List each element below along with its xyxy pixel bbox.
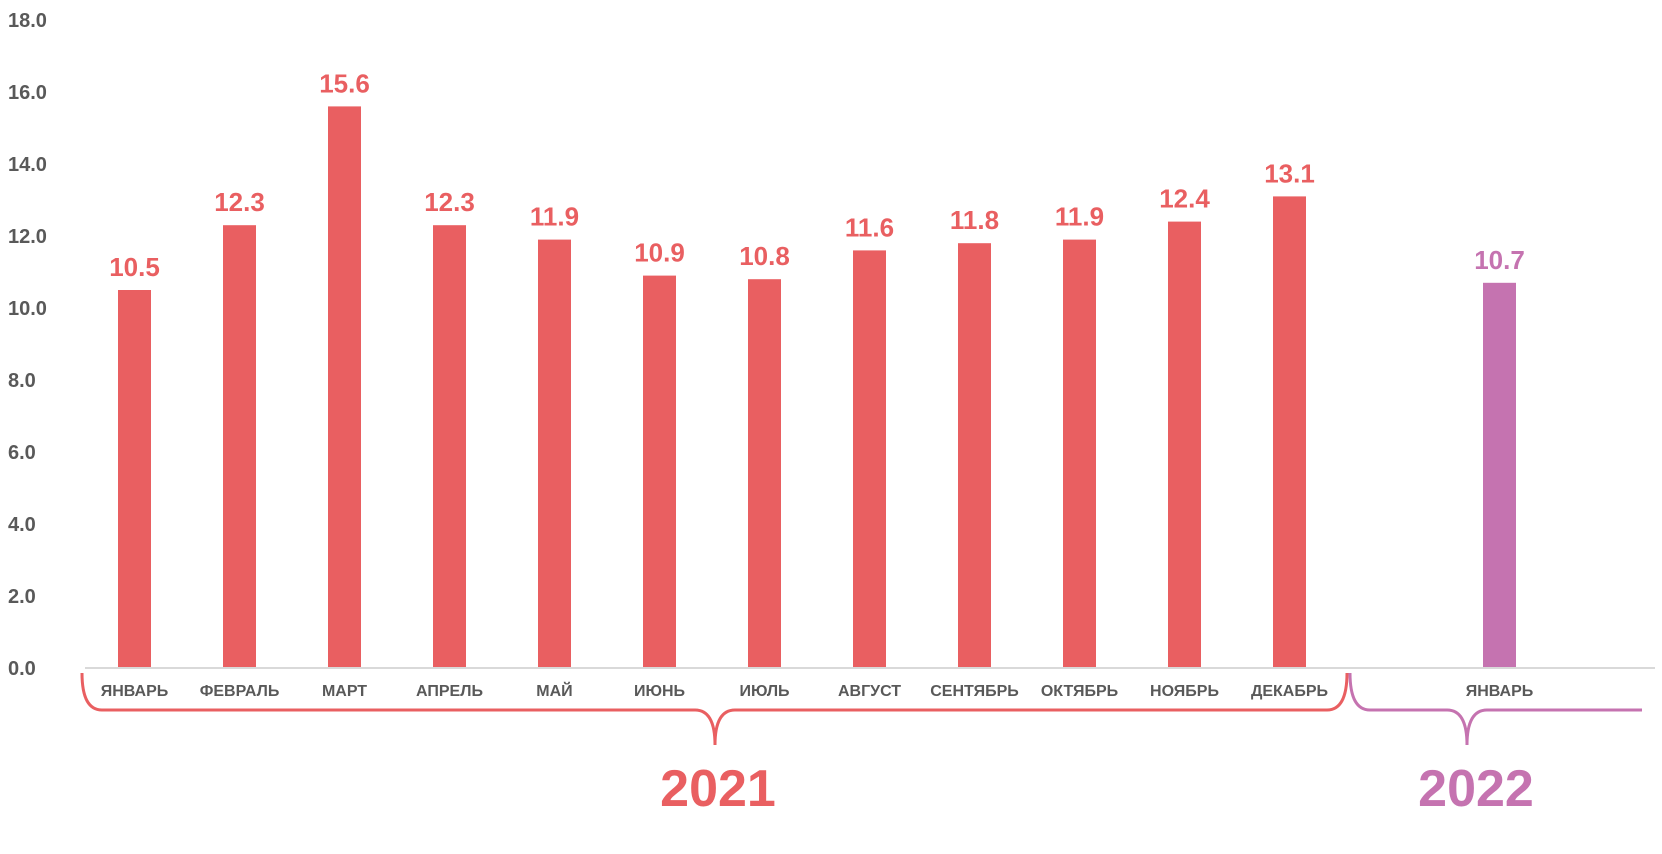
y-axis: 0.0 2.0 4.0 6.0 8.0 10.0 12.0 14.0 16.0 18.0 <box>8 10 47 680</box>
y-tick-label: 12.0 <box>8 226 47 248</box>
bar <box>433 225 466 668</box>
data-label: 10.7 <box>1474 245 1525 275</box>
x-tick-label: НОЯБРЬ <box>1150 683 1219 700</box>
data-label: 10.9 <box>634 238 685 268</box>
year-label: 2021 <box>660 760 776 818</box>
x-tick-label: ОКТЯБРЬ <box>1041 683 1118 700</box>
data-label: 10.5 <box>109 252 160 282</box>
x-tick-label: ФЕВРАЛЬ <box>200 683 280 700</box>
data-label: 13.1 <box>1264 158 1315 188</box>
bar <box>643 275 676 668</box>
x-tick-label: МАРТ <box>322 683 367 700</box>
y-tick-label: 16.0 <box>8 82 47 104</box>
data-label: 12.3 <box>214 187 265 217</box>
y-tick-label: 18.0 <box>8 10 47 32</box>
bar <box>958 243 991 668</box>
bar <box>748 279 781 668</box>
y-tick-label: 2.0 <box>8 586 36 608</box>
data-labels: 10.5 12.3 15.6 12.3 11.9 10.9 10.8 11.6 11.8 11.9… <box>109 68 1525 282</box>
bar <box>223 225 256 668</box>
x-axis: ЯНВАРЬ ФЕВРАЛЬ МАРТ АПРЕЛЬ МАЙ ИЮНЬ ИЮЛЬ АВГУСТ… <box>101 681 1534 700</box>
year-groups: 2021 2022 <box>80 672 1642 818</box>
bar <box>853 250 886 668</box>
x-tick-label: МАЙ <box>536 681 572 700</box>
bar <box>328 106 361 668</box>
data-label: 11.6 <box>845 212 894 242</box>
bar <box>1273 196 1306 668</box>
y-tick-label: 0.0 <box>8 658 36 680</box>
x-tick-label: ЯНВАРЬ <box>101 683 169 700</box>
y-tick-label: 4.0 <box>8 514 36 536</box>
data-label: 11.9 <box>530 202 579 232</box>
x-tick-label: АПРЕЛЬ <box>416 683 483 700</box>
x-tick-label: ИЮЛЬ <box>739 683 789 700</box>
data-label: 15.6 <box>319 68 370 98</box>
bar <box>1483 282 1516 668</box>
data-label: 12.3 <box>424 187 475 217</box>
data-label: 10.8 <box>739 241 790 271</box>
bars <box>118 106 1516 668</box>
data-label: 11.9 <box>1055 202 1104 232</box>
y-tick-label: 6.0 <box>8 442 36 464</box>
x-tick-label: ДЕКАБРЬ <box>1251 683 1328 700</box>
data-label: 12.4 <box>1159 184 1210 214</box>
y-tick-label: 14.0 <box>8 154 47 176</box>
bar <box>118 290 151 668</box>
x-tick-label: ЯНВАРЬ <box>1466 683 1534 700</box>
year-brace <box>80 672 1349 746</box>
bar <box>1063 239 1096 668</box>
year-brace <box>1348 672 1642 746</box>
y-tick-label: 8.0 <box>8 370 36 392</box>
data-label: 11.8 <box>950 205 999 235</box>
year-label: 2022 <box>1418 760 1534 818</box>
bar <box>538 239 571 668</box>
y-tick-label: 10.0 <box>8 298 47 320</box>
bar <box>1168 221 1201 668</box>
x-tick-label: ИЮНЬ <box>634 683 685 700</box>
x-tick-label: АВГУСТ <box>838 683 901 700</box>
x-tick-label: СЕНТЯБРЬ <box>930 683 1019 700</box>
